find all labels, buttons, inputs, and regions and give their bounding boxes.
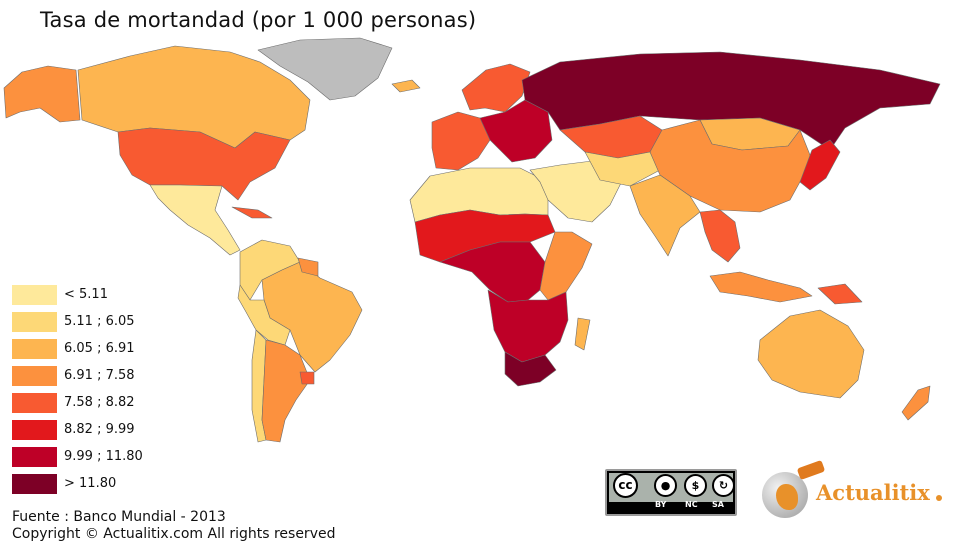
country-region bbox=[649, 119, 813, 213]
person-icon: ● bbox=[654, 474, 677, 497]
brand-name: Actualitix bbox=[816, 480, 930, 505]
country-region bbox=[299, 371, 315, 385]
creative-commons-badge[interactable]: cc ● $ ↻ BY NC SA bbox=[605, 469, 737, 516]
legend-swatch bbox=[12, 285, 57, 305]
country-region bbox=[461, 63, 531, 113]
country-region bbox=[149, 184, 241, 256]
legend-label: 5.11 ; 6.05 bbox=[64, 314, 135, 329]
actualitix-logo[interactable]: Actualitix bbox=[760, 459, 960, 522]
legend-label: 6.91 ; 7.58 bbox=[64, 368, 135, 383]
country-region bbox=[261, 339, 311, 443]
legend-label: > 11.80 bbox=[64, 476, 117, 491]
legend-item: 6.91 ; 7.58 bbox=[12, 366, 212, 386]
license-nc: NC bbox=[685, 500, 698, 509]
cc-icon: cc bbox=[613, 473, 638, 498]
legend-label: 8.82 ; 9.99 bbox=[64, 422, 135, 437]
country-region bbox=[817, 283, 863, 305]
legend-item: 5.11 ; 6.05 bbox=[12, 312, 212, 332]
map-title: Tasa de mortandad (por 1 000 personas) bbox=[40, 8, 477, 32]
license-sa: SA bbox=[712, 500, 724, 509]
country-region bbox=[431, 111, 491, 171]
country-region bbox=[901, 385, 931, 421]
legend-item: 8.82 ; 9.99 bbox=[12, 420, 212, 440]
legend-swatch bbox=[12, 312, 57, 332]
no-dollar-icon: $ bbox=[684, 474, 707, 497]
license-terms: BY NC SA bbox=[643, 500, 731, 512]
country-region bbox=[799, 139, 841, 191]
legend-item: 6.05 ; 6.91 bbox=[12, 339, 212, 359]
country-region bbox=[117, 127, 291, 201]
country-region bbox=[391, 79, 421, 93]
legend-swatch bbox=[12, 339, 57, 359]
legend-label: 6.05 ; 6.91 bbox=[64, 341, 135, 356]
country-region bbox=[699, 209, 741, 263]
legend-label: 9.99 ; 11.80 bbox=[64, 449, 143, 464]
globe-plug-icon bbox=[762, 472, 808, 518]
legend-swatch bbox=[12, 420, 57, 440]
country-region bbox=[297, 257, 319, 277]
country-region bbox=[539, 231, 593, 301]
country-region bbox=[479, 99, 553, 163]
country-region bbox=[504, 351, 557, 387]
country-region bbox=[3, 65, 81, 123]
country-region bbox=[257, 37, 393, 101]
source-note: Fuente : Banco Mundial - 2013 Copyright … bbox=[12, 509, 335, 543]
legend-swatch bbox=[12, 393, 57, 413]
country-region bbox=[709, 271, 813, 303]
country-region bbox=[757, 309, 865, 399]
country-region bbox=[487, 289, 569, 363]
legend-item: < 5.11 bbox=[12, 285, 212, 305]
legend-item: 9.99 ; 11.80 bbox=[12, 447, 212, 467]
license-by: BY bbox=[655, 500, 667, 509]
share-alike-icon: ↻ bbox=[712, 474, 735, 497]
legend-item: > 11.80 bbox=[12, 474, 212, 494]
copyright-line: Copyright © Actualitix.com All rights re… bbox=[12, 526, 336, 542]
country-region bbox=[574, 317, 591, 351]
legend-label: < 5.11 bbox=[64, 287, 108, 302]
legend-swatch bbox=[12, 366, 57, 386]
source-line: Fuente : Banco Mundial - 2013 bbox=[12, 509, 226, 525]
legend-swatch bbox=[12, 474, 57, 494]
legend-swatch bbox=[12, 447, 57, 467]
legend-label: 7.58 ; 8.82 bbox=[64, 395, 135, 410]
country-region bbox=[629, 174, 701, 257]
legend-item: 7.58 ; 8.82 bbox=[12, 393, 212, 413]
country-region bbox=[231, 206, 273, 219]
